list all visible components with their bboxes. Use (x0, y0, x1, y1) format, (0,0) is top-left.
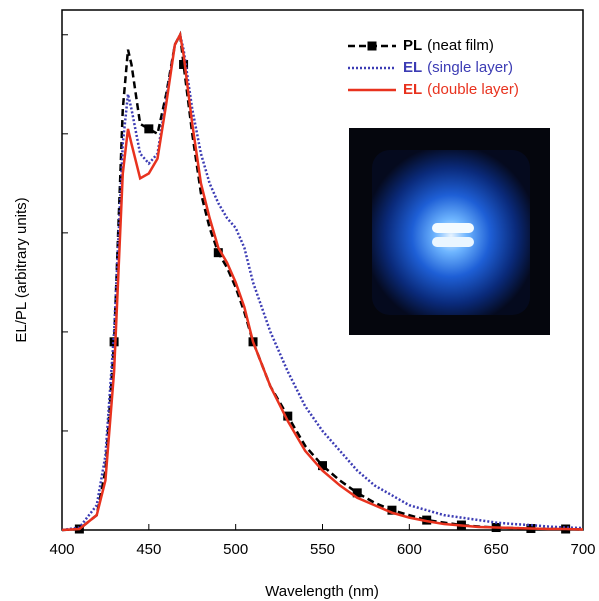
legend-label: PL (403, 37, 422, 54)
x-axis-label: Wavelength (nm) (265, 583, 379, 600)
legend-marker (367, 41, 377, 51)
x-tick-label: 550 (310, 541, 335, 558)
series-marker (387, 505, 397, 515)
x-tick-label: 400 (49, 541, 74, 558)
series-marker (144, 124, 154, 134)
legend-note: (single layer) (427, 59, 513, 76)
x-tick-label: 600 (397, 541, 422, 558)
inset-photo (349, 128, 550, 335)
x-tick-label: 450 (136, 541, 161, 558)
y-axis-label: EL/PL (arbitrary units) (13, 197, 30, 342)
x-tick-label: 500 (223, 541, 248, 558)
x-tick-label: 650 (484, 541, 509, 558)
legend-note: (neat film) (427, 37, 494, 54)
series-marker (283, 411, 293, 421)
series-marker (352, 488, 362, 498)
series-line (61, 30, 584, 532)
series-marker (318, 461, 327, 471)
legend-label: EL (403, 59, 422, 76)
series-line (61, 31, 584, 532)
series-marker (109, 337, 119, 347)
x-tick-label: 700 (570, 541, 595, 558)
legend-note: (double layer) (427, 81, 519, 98)
legend-label: EL (403, 81, 422, 98)
series-marker (213, 248, 223, 258)
